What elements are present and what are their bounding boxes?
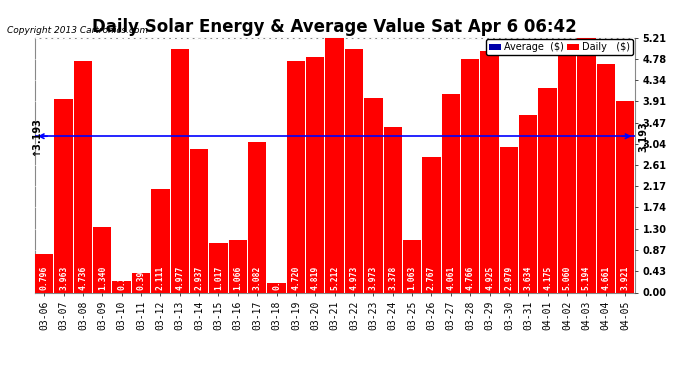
- Bar: [422, 157, 441, 292]
- Text: 2.937: 2.937: [195, 266, 204, 290]
- Text: 0.392: 0.392: [137, 266, 146, 290]
- Text: 1.063: 1.063: [408, 266, 417, 290]
- Bar: [597, 64, 615, 292]
- Text: 1.017: 1.017: [214, 266, 223, 290]
- Text: 4.925: 4.925: [485, 266, 494, 290]
- Text: 4.736: 4.736: [79, 266, 88, 290]
- Bar: [93, 227, 112, 292]
- Bar: [442, 94, 460, 292]
- Text: 3.193: 3.193: [638, 121, 648, 152]
- Bar: [384, 127, 402, 292]
- Text: 5.060: 5.060: [562, 266, 571, 290]
- Bar: [151, 189, 170, 292]
- Text: 0.796: 0.796: [40, 266, 49, 290]
- Bar: [267, 283, 286, 292]
- Bar: [55, 99, 72, 292]
- Bar: [74, 61, 92, 292]
- Text: 3.634: 3.634: [524, 266, 533, 290]
- Bar: [345, 49, 363, 292]
- Bar: [228, 240, 247, 292]
- Bar: [170, 49, 189, 292]
- Text: 4.061: 4.061: [446, 266, 455, 290]
- Text: 4.973: 4.973: [350, 266, 359, 290]
- Text: 1.066: 1.066: [233, 266, 242, 290]
- Text: 2.111: 2.111: [156, 266, 165, 290]
- Bar: [35, 254, 53, 292]
- Text: 3.963: 3.963: [59, 266, 68, 290]
- Text: Copyright 2013 Cartronics.com: Copyright 2013 Cartronics.com: [7, 26, 148, 35]
- Text: ↑3.193: ↑3.193: [31, 117, 41, 156]
- Bar: [248, 142, 266, 292]
- Text: 4.766: 4.766: [466, 266, 475, 290]
- Bar: [132, 273, 150, 292]
- Bar: [287, 62, 305, 292]
- Text: 3.082: 3.082: [253, 266, 262, 290]
- Bar: [326, 38, 344, 292]
- Bar: [209, 243, 228, 292]
- Text: 5.212: 5.212: [330, 266, 339, 290]
- Text: 3.973: 3.973: [369, 266, 378, 290]
- Bar: [190, 149, 208, 292]
- Bar: [364, 98, 382, 292]
- Text: 3.921: 3.921: [620, 266, 629, 290]
- Bar: [306, 57, 324, 292]
- Text: 4.661: 4.661: [601, 266, 610, 290]
- Bar: [480, 51, 499, 292]
- Legend: Average  ($), Daily   ($): Average ($), Daily ($): [486, 39, 633, 55]
- Bar: [112, 281, 131, 292]
- Text: 0.228: 0.228: [117, 266, 126, 290]
- Bar: [616, 100, 634, 292]
- Bar: [558, 45, 576, 292]
- Text: 3.378: 3.378: [388, 266, 397, 290]
- Bar: [519, 115, 538, 292]
- Text: 1.340: 1.340: [98, 266, 107, 290]
- Title: Daily Solar Energy & Average Value Sat Apr 6 06:42: Daily Solar Energy & Average Value Sat A…: [92, 18, 577, 36]
- Bar: [578, 38, 595, 292]
- Bar: [500, 147, 518, 292]
- Bar: [403, 240, 422, 292]
- Text: 4.175: 4.175: [543, 266, 552, 290]
- Text: 0.201: 0.201: [272, 266, 281, 290]
- Bar: [538, 88, 557, 292]
- Bar: [461, 59, 480, 292]
- Text: 4.819: 4.819: [310, 266, 319, 290]
- Text: 4.720: 4.720: [291, 266, 300, 290]
- Text: 4.977: 4.977: [175, 266, 184, 290]
- Text: 2.767: 2.767: [427, 266, 436, 290]
- Text: 2.979: 2.979: [504, 266, 513, 290]
- Text: 5.194: 5.194: [582, 266, 591, 290]
